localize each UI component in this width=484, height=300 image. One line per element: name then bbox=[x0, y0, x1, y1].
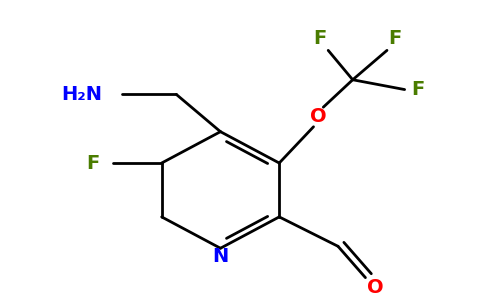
Text: F: F bbox=[87, 154, 100, 172]
Text: N: N bbox=[212, 247, 228, 266]
Text: O: O bbox=[310, 107, 327, 127]
Text: F: F bbox=[412, 80, 425, 99]
Text: F: F bbox=[388, 29, 401, 48]
Text: H₂N: H₂N bbox=[61, 85, 102, 104]
Text: F: F bbox=[314, 29, 327, 48]
Text: O: O bbox=[367, 278, 383, 297]
